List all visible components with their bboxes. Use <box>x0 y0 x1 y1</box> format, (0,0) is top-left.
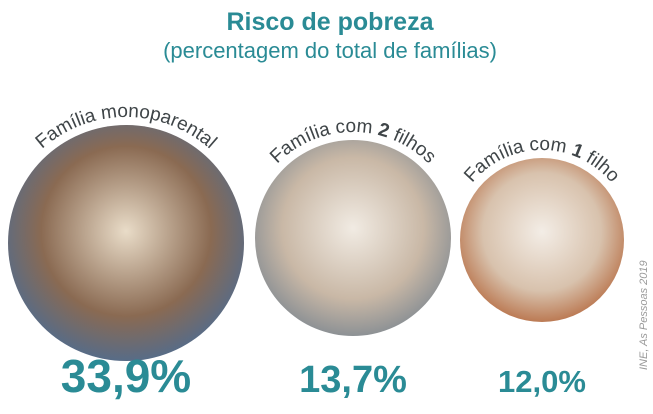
percentage: 33,9% <box>61 350 191 402</box>
photo <box>255 140 451 336</box>
percentage: 13,7% <box>299 359 407 401</box>
title: Risco de pobreza <box>227 8 435 36</box>
subtitle: (percentagem do total de famílias) <box>163 38 497 63</box>
photo <box>8 125 244 361</box>
percentage: 12,0% <box>498 364 586 399</box>
photo <box>460 158 624 322</box>
source: INE, As Pessoas 2019 <box>638 260 650 370</box>
